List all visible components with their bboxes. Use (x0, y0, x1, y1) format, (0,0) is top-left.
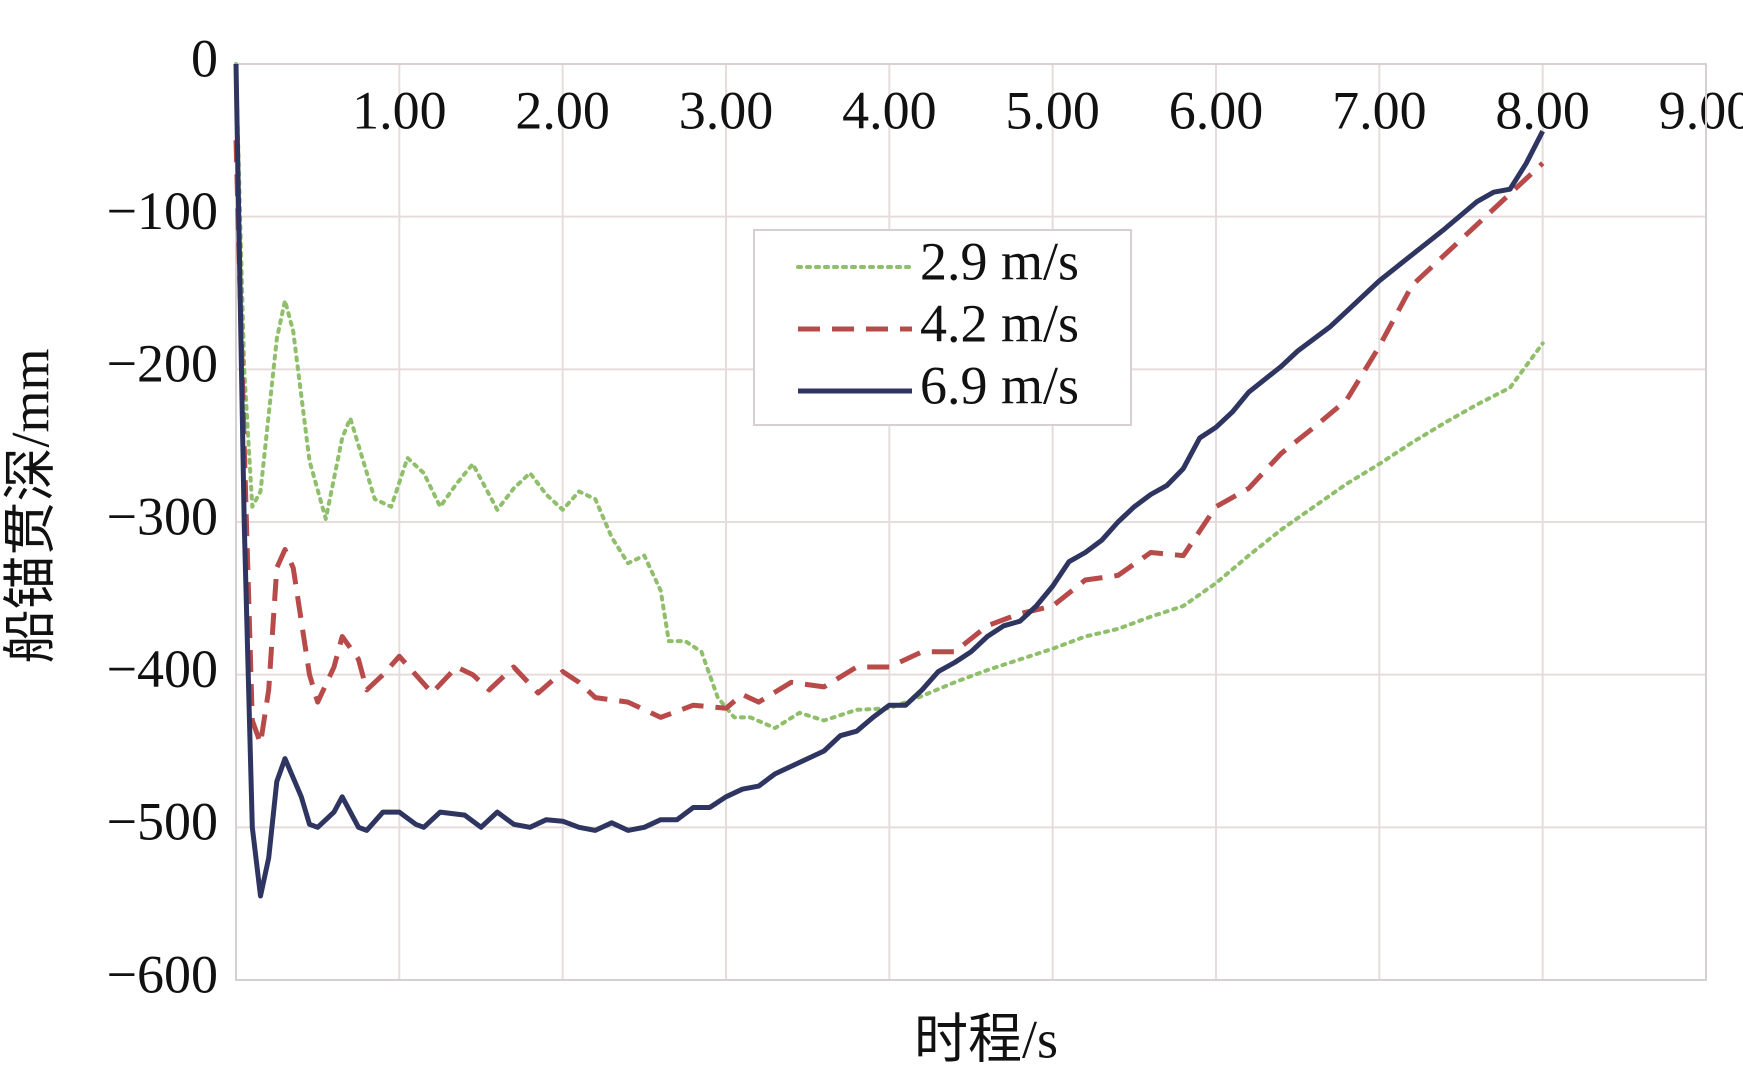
legend-label: 4.2 m/s (920, 293, 1079, 353)
x-tick-label: 2.00 (515, 80, 610, 140)
x-tick-label: 9.00 (1659, 80, 1743, 140)
x-tick-label: 3.00 (679, 80, 774, 140)
x-tick-label: 6.00 (1169, 80, 1264, 140)
x-tick-label: 8.00 (1495, 80, 1590, 140)
x-tick-label: 1.00 (352, 80, 447, 140)
y-axis-label: 船锚贯深/mm (0, 348, 60, 663)
x-tick-label: 4.00 (842, 80, 937, 140)
data-line (233, 63, 1545, 899)
x-axis-label: 时程/s (914, 1009, 1058, 1069)
legend-label: 6.9 m/s (920, 355, 1079, 415)
y-tick-label: −300 (107, 486, 218, 546)
y-tick-label: −600 (107, 944, 218, 1004)
x-tick-label: 5.00 (1005, 80, 1100, 140)
y-tick-label: −500 (107, 792, 218, 852)
legend-label: 2.9 m/s (920, 231, 1079, 291)
x-tick-label: 7.00 (1332, 80, 1427, 140)
plot-frame (235, 63, 1707, 981)
y-tick-label: −400 (107, 639, 218, 699)
y-tick-label: −100 (107, 181, 218, 241)
y-tick-label: 0 (191, 28, 218, 88)
data-line (234, 62, 1545, 731)
data-line (233, 140, 1545, 746)
y-tick-label: −200 (107, 334, 218, 394)
